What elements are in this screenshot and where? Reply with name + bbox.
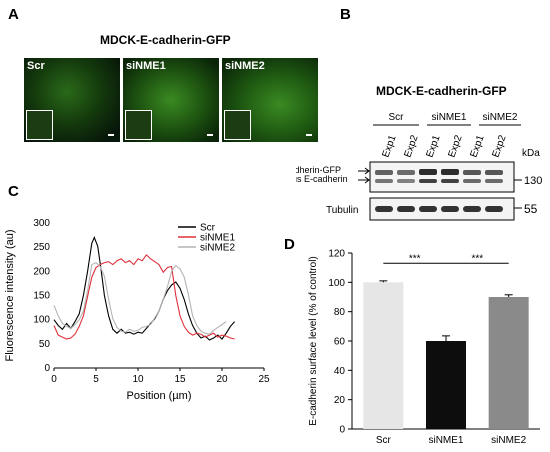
panel-b-title: MDCK-E-cadherin-GFP	[376, 84, 507, 98]
micrograph-sinme2: siNME2	[222, 58, 318, 142]
panel-d-letter: D	[284, 236, 295, 253]
group-label-sinme1: siNME1	[431, 112, 466, 123]
legend-label: siNME1	[200, 233, 235, 244]
x-tick-label: 25	[258, 374, 270, 385]
band-gfp-6	[485, 170, 503, 175]
tubulin-band-1	[375, 206, 393, 212]
micrograph-label-sinme1: siNME1	[126, 60, 166, 72]
y-tick-label: 50	[39, 339, 51, 350]
inset-scr	[26, 110, 53, 140]
tubulin-band-6	[485, 206, 503, 212]
band-endo-6	[485, 179, 503, 183]
band-endo-1	[375, 179, 393, 183]
legend-label: siNME2	[200, 243, 235, 254]
panel-a-title: MDCK-E-cadherin-GFP	[100, 33, 231, 47]
x-tick-label: 0	[51, 374, 57, 385]
band-label-endogenous: endogenous E-cadherin	[296, 174, 348, 184]
y-axis-label: E-cadherin surface level (% of control)	[308, 256, 319, 426]
micrograph-scr: Scr	[24, 58, 120, 142]
group-label-scr: Scr	[389, 112, 405, 123]
ecad-bands	[375, 169, 503, 183]
tubulin-band-4	[441, 206, 459, 212]
y-tick-label: 120	[328, 249, 345, 260]
scale-bar-sinme2	[306, 134, 312, 136]
y-tick-label: 200	[33, 266, 50, 277]
y-tick-label: 150	[33, 291, 50, 302]
arrow-gfp	[358, 167, 370, 175]
western-blot: Scr siNME1 siNME2 Exp1 Exp2 Exp1 Exp2 Ex…	[296, 112, 542, 221]
x-tick-label: 20	[216, 374, 228, 385]
inset-sinme1	[125, 110, 152, 140]
y-tick-label: 300	[33, 218, 50, 229]
band-endo-3	[419, 179, 437, 183]
arrow-endogenous	[358, 176, 370, 184]
micrograph-label-sinme2: siNME2	[225, 60, 265, 72]
band-endo-5	[463, 179, 481, 183]
lane-label-2: Exp2	[402, 133, 420, 159]
lane-label-3: Exp1	[424, 133, 442, 159]
y-tick-label: 100	[328, 278, 345, 289]
legend-label: Scr	[200, 223, 216, 234]
tubulin-bands	[375, 206, 503, 212]
bar-sinme2	[488, 297, 529, 429]
panel-c-letter: C	[8, 183, 19, 200]
significance-stars: ***	[409, 253, 421, 264]
tubulin-band-5	[463, 206, 481, 212]
band-gfp-3	[419, 169, 437, 175]
lane-label-1: Exp1	[380, 133, 398, 159]
kda-label: kDa	[522, 148, 540, 159]
category-label: siNME2	[491, 435, 526, 446]
lane-label-4: Exp2	[446, 133, 464, 159]
tubulin-band-3	[419, 206, 437, 212]
tubulin-band-2	[397, 206, 415, 212]
x-tick-label: 10	[132, 374, 144, 385]
band-gfp-1	[375, 170, 393, 175]
y-tick-label: 60	[334, 337, 346, 348]
x-tick-label: 5	[93, 374, 99, 385]
y-tick-label: 0	[44, 363, 50, 374]
category-label: Scr	[376, 435, 392, 446]
scale-bar-scr	[108, 134, 114, 136]
x-axis-label: Position (µm)	[126, 390, 191, 402]
micrograph-label-scr: Scr	[27, 60, 45, 72]
series-line-sinme1	[53, 254, 235, 340]
panel-a-letter: A	[8, 6, 19, 23]
bar-chart: 0 20 40 60 80 100 120 E-cadherin surface level …	[308, 249, 540, 446]
marker-130: 130	[524, 175, 542, 187]
band-endo-4	[441, 179, 459, 183]
group-label-sinme2: siNME2	[482, 112, 517, 123]
bar-sinme1	[426, 341, 466, 429]
inset-sinme2	[224, 110, 251, 140]
y-tick-label: 20	[334, 395, 346, 406]
category-label: siNME1	[428, 435, 463, 446]
y-tick-label: 250	[33, 242, 50, 253]
ecad-blot-panel	[369, 161, 515, 193]
band-gfp-4	[441, 169, 459, 175]
band-gfp-5	[463, 170, 481, 175]
series-line-sinme2	[53, 261, 227, 335]
band-gfp-2	[397, 170, 415, 175]
y-axis-label: Fluorescence intensity (au)	[4, 229, 16, 361]
y-tick-label: 0	[339, 425, 345, 436]
bar-scr	[363, 282, 404, 429]
tubulin-label: Tubulin	[326, 205, 358, 216]
lane-label-6: Exp2	[490, 133, 508, 159]
significance-stars: ***	[471, 253, 483, 264]
lane-label-5: Exp1	[468, 133, 486, 159]
y-tick-label: 80	[334, 307, 346, 318]
y-tick-label: 100	[33, 315, 50, 326]
band-endo-2	[397, 179, 415, 183]
x-tick-label: 15	[174, 374, 186, 385]
scale-bar-sinme1	[207, 134, 213, 136]
micrograph-sinme1: siNME1	[123, 58, 219, 142]
y-tick-label: 40	[334, 366, 346, 377]
marker-55: 55	[524, 202, 538, 216]
band-label-gfp: E-cadherin-GFP	[296, 165, 341, 175]
panel-b-letter: B	[340, 6, 351, 23]
